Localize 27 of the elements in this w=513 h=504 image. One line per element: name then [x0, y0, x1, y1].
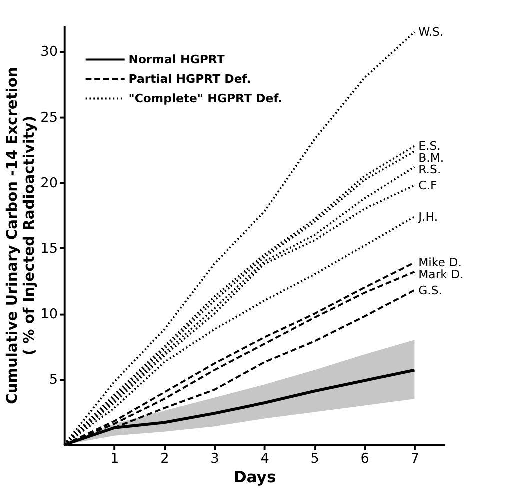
x-tick-label: 4 — [260, 451, 270, 468]
annotation: Partial HGPRT Def. — [128, 72, 252, 86]
series-label: B.M. — [418, 150, 444, 165]
x-tick-label: 6 — [360, 451, 370, 468]
series-label: E.S. — [418, 139, 441, 154]
x-tick-label: 5 — [310, 451, 320, 468]
y-tick-label: 20 — [40, 175, 58, 192]
series-label: W.S. — [418, 25, 444, 40]
series-label: G.S. — [418, 283, 443, 298]
y-tick-label: 30 — [40, 44, 58, 60]
x-axis-title: Days — [234, 468, 276, 487]
y-tick-label: 5 — [49, 372, 58, 388]
series-label: J.H. — [418, 210, 438, 224]
series-label: Mike D. — [418, 256, 462, 270]
x-tick-label: 2 — [160, 451, 170, 468]
x-tick-label: 7 — [410, 451, 420, 468]
y-tick-label: 25 — [40, 110, 58, 126]
x-tick-label: 1 — [110, 451, 120, 468]
annotation: "Complete" HGPRT Def. — [128, 92, 283, 106]
annotation: Normal HGPRT — [128, 52, 225, 67]
series-label: C.F — [418, 178, 438, 192]
y-tick-label: 15 — [40, 240, 58, 257]
series-label: R.S. — [418, 162, 442, 177]
y-tick-label: 10 — [40, 306, 58, 322]
x-tick-label: 3 — [210, 451, 220, 468]
y-axis-title: Cumulative Urinary Carbon -14 Excretion ( % of Injected Radioactivity) — [4, 67, 38, 404]
series-label: Mark D. — [418, 267, 464, 282]
